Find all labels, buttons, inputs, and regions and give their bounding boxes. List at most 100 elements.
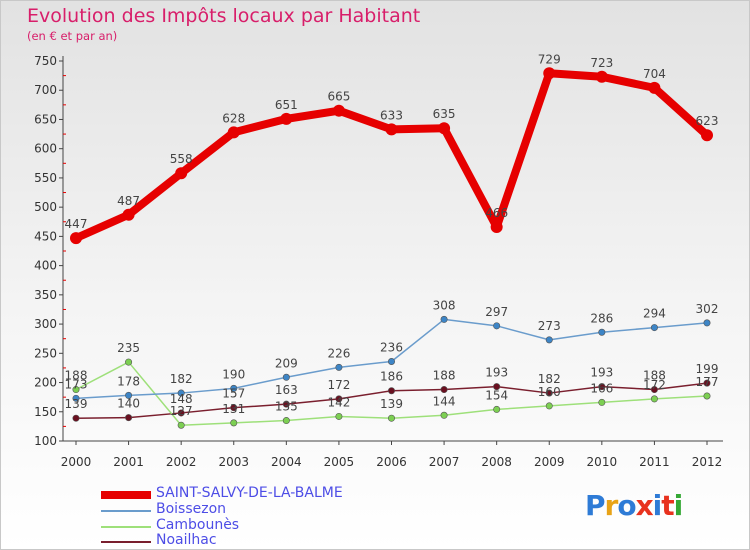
data-point xyxy=(650,395,658,403)
data-label: 665 xyxy=(327,90,350,104)
series-boissezon xyxy=(72,315,711,402)
data-label: 188 xyxy=(65,369,88,383)
data-point xyxy=(703,392,711,400)
chart-subtitle: (en € et par an) xyxy=(27,29,118,43)
data-label: 235 xyxy=(117,341,140,355)
x-tick-label: 2011 xyxy=(639,455,670,469)
data-point xyxy=(545,402,553,410)
data-point xyxy=(387,357,395,365)
x-tick-label: 2003 xyxy=(218,455,249,469)
data-point xyxy=(440,315,448,323)
data-label: 166 xyxy=(590,381,613,395)
data-label: 286 xyxy=(590,311,613,325)
data-point xyxy=(440,386,448,394)
data-label: 148 xyxy=(170,392,193,406)
x-tick-label: 2010 xyxy=(587,455,618,469)
data-label: 178 xyxy=(117,374,140,388)
logo-letter: t xyxy=(661,489,674,522)
series-saint-salvy-de-la-balme xyxy=(70,67,713,245)
data-point xyxy=(595,70,608,83)
data-label: 635 xyxy=(433,107,456,121)
data-point xyxy=(387,414,395,422)
data-label: 188 xyxy=(433,369,456,383)
data-point xyxy=(545,389,553,397)
data-point xyxy=(598,328,606,336)
x-tick-label: 2005 xyxy=(324,455,355,469)
y-tick-label: 400 xyxy=(34,259,57,273)
data-label: 633 xyxy=(380,108,403,122)
data-point xyxy=(230,384,238,392)
data-label: 172 xyxy=(643,378,666,392)
data-label: 157 xyxy=(222,387,245,401)
data-label: 704 xyxy=(643,67,666,81)
y-tick-label: 150 xyxy=(34,405,57,419)
data-label: 163 xyxy=(275,383,298,397)
data-point xyxy=(438,122,451,135)
data-point xyxy=(177,421,185,429)
data-point xyxy=(72,414,80,422)
data-label: 447 xyxy=(65,217,88,231)
logo-letter: r xyxy=(604,489,619,522)
legend-label: Cambounès xyxy=(156,517,240,533)
data-point xyxy=(703,319,711,327)
data-label: 297 xyxy=(485,305,508,319)
data-label: 628 xyxy=(222,111,245,125)
y-tick-label: 450 xyxy=(34,229,57,243)
data-point xyxy=(177,409,185,417)
data-label: 172 xyxy=(327,378,350,392)
data-point xyxy=(125,391,133,399)
data-label: 177 xyxy=(696,375,719,389)
data-point xyxy=(335,395,343,403)
logo-letter: x xyxy=(635,489,654,522)
data-point xyxy=(332,104,345,117)
x-tick-label: 2006 xyxy=(376,455,407,469)
data-point xyxy=(598,383,606,391)
legend-swatch xyxy=(101,541,151,543)
x-tick-label: 2004 xyxy=(271,455,302,469)
data-point xyxy=(72,386,80,394)
data-label: 723 xyxy=(590,56,613,70)
y-tick-label: 350 xyxy=(34,288,57,302)
data-point xyxy=(701,129,713,142)
data-label: 186 xyxy=(380,370,403,384)
data-label: 131 xyxy=(222,402,245,416)
legend-label: Boissezon xyxy=(156,501,227,517)
legend-swatch xyxy=(101,526,151,528)
data-point xyxy=(490,221,503,234)
y-tick-label: 250 xyxy=(34,346,57,360)
data-label: 127 xyxy=(170,404,193,418)
x-tick-label: 2012 xyxy=(692,455,723,469)
legend-swatch xyxy=(101,491,151,499)
data-label: 302 xyxy=(696,302,719,316)
data-label: 135 xyxy=(275,400,298,414)
legend-label: SAINT-SALVY-DE-LA-BALME xyxy=(156,485,343,501)
data-label: 193 xyxy=(590,366,613,380)
y-tick-label: 600 xyxy=(34,142,57,156)
data-point xyxy=(545,336,553,344)
logo-letter: i xyxy=(652,489,663,522)
data-label: 623 xyxy=(696,114,719,128)
logo-letter: o xyxy=(617,489,636,522)
data-point xyxy=(177,389,185,397)
data-point xyxy=(227,126,240,139)
data-point xyxy=(493,383,501,391)
data-point xyxy=(543,67,556,80)
y-tick-label: 750 xyxy=(34,54,57,68)
y-tick-label: 550 xyxy=(34,171,57,185)
data-point xyxy=(335,412,343,420)
data-point xyxy=(280,112,293,125)
data-point xyxy=(493,322,501,330)
data-point xyxy=(650,386,658,394)
data-point xyxy=(282,373,290,381)
series-camboun-s xyxy=(72,358,711,429)
logo-letter: i xyxy=(673,489,684,522)
data-label: 140 xyxy=(117,397,140,411)
data-point xyxy=(440,411,448,419)
y-tick-label: 650 xyxy=(34,112,57,126)
y-tick-label: 200 xyxy=(34,376,57,390)
data-point xyxy=(598,398,606,406)
data-label: 729 xyxy=(538,52,561,66)
data-label: 144 xyxy=(433,394,456,408)
data-point xyxy=(335,363,343,371)
